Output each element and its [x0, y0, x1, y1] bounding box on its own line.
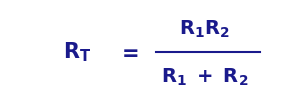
Text: $\mathbf{R_1 R_2}$: $\mathbf{R_1 R_2}$: [179, 19, 230, 40]
Text: $\mathbf{R_1\ +\ R_2}$: $\mathbf{R_1\ +\ R_2}$: [161, 66, 249, 88]
Text: $\mathbf{R}_\mathbf{T}$: $\mathbf{R}_\mathbf{T}$: [63, 40, 91, 64]
Text: $\mathbf{=}$: $\mathbf{=}$: [117, 42, 139, 62]
